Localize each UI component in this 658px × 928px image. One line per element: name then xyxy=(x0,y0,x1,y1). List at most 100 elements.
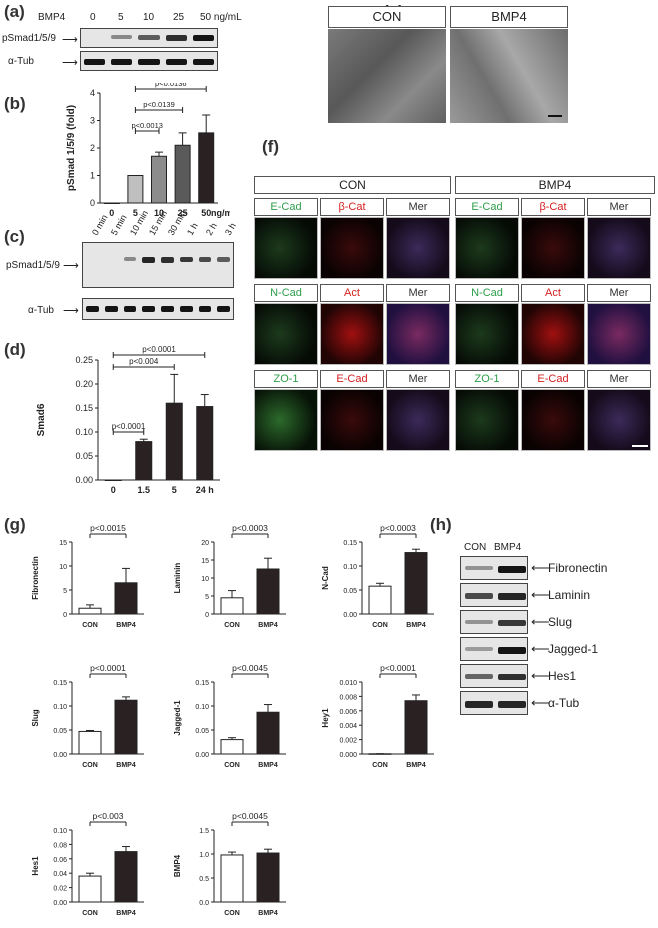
bar xyxy=(114,699,138,755)
if-channel-label: ZO-1 xyxy=(455,370,519,388)
if-channel-label: β-Cat xyxy=(521,198,585,216)
blot-band xyxy=(192,35,214,42)
bar xyxy=(78,875,102,903)
panel-h-row-label: Fibronectin xyxy=(548,561,608,575)
panel-h-blot-row xyxy=(460,664,528,688)
y-tick-label: 1.5 xyxy=(199,828,209,835)
y-tick-label: 0.08 xyxy=(53,842,67,849)
y-tick-label: 0.008 xyxy=(339,694,357,701)
if-channel-label: Mer xyxy=(386,370,450,388)
if-channel-label: N-Cad xyxy=(254,284,318,302)
bar xyxy=(174,144,191,204)
panel-c-row-label: pSmad1/5/9 xyxy=(6,260,60,271)
x-tick-label: BMP4 xyxy=(258,762,278,769)
arrow-left-icon: ⟵ xyxy=(531,695,550,710)
x-tick-label: BMP4 xyxy=(258,910,278,917)
y-tick-label: 0.06 xyxy=(53,857,67,864)
blot-band xyxy=(179,306,193,312)
p-value-label: p<0.003 xyxy=(93,811,124,821)
blot-band xyxy=(465,674,493,680)
x-tick-label: CON xyxy=(372,622,388,629)
arrow-left-icon: ⟵ xyxy=(531,560,550,575)
panel-label-c: (c) xyxy=(4,227,25,246)
blot-band xyxy=(217,306,230,312)
x-tick-label: BMP4 xyxy=(406,622,426,629)
if-channel-label: Mer xyxy=(587,198,651,216)
y-axis-label: Hes1 xyxy=(31,856,40,876)
bar xyxy=(114,851,138,903)
y-tick-label: 10 xyxy=(201,576,209,583)
panel-h-col-label: CON xyxy=(464,542,487,553)
blot-band xyxy=(465,647,493,651)
arrow-right-icon: ⟶ xyxy=(62,57,78,69)
bar xyxy=(196,406,214,481)
p-value-label: p<0.0139 xyxy=(143,100,175,109)
y-tick-label: 0.05 xyxy=(53,728,67,735)
if-micrograph xyxy=(521,389,585,451)
bar xyxy=(220,597,244,615)
y-tick-label: 0.10 xyxy=(195,704,209,711)
y-tick-label: 0.002 xyxy=(339,738,357,745)
if-channel-label: Act xyxy=(521,284,585,302)
y-tick-label: 0.04 xyxy=(53,871,67,878)
if-micrograph xyxy=(320,389,384,451)
p-value-label: p<0.0001 xyxy=(112,422,146,431)
panel-a-dose-label: 50 ng/mL xyxy=(200,12,242,23)
bar xyxy=(404,552,428,615)
panel-a-row-label: pSmad1/5/9 xyxy=(2,33,56,44)
y-tick-label: 5 xyxy=(63,588,67,595)
bar xyxy=(78,730,102,755)
if-micrograph xyxy=(386,389,450,451)
y-tick-label: 0.15 xyxy=(343,540,357,547)
y-tick-label: 0.10 xyxy=(53,828,67,835)
y-tick-label: 0.15 xyxy=(53,680,67,687)
arrow-left-icon: ⟵ xyxy=(531,587,550,602)
x-tick-label: 25 xyxy=(178,208,188,218)
p-value-label: p<0.004 xyxy=(129,357,159,366)
p-value-label: p<0.0003 xyxy=(232,523,268,533)
y-axis-label: Jagged-1 xyxy=(173,700,182,736)
y-tick-label: 3 xyxy=(90,116,95,126)
if-micrograph xyxy=(254,217,318,279)
panel-g-chart-jagged-1: 0.00 0.05 0.10 0.15 Jagged-1 CON BMP4 p<0.0045 xyxy=(173,663,286,769)
panel-g-chart-slug: 0.00 0.05 0.10 0.15 Slug CON BMP4 p<0.0001 xyxy=(31,663,144,769)
blot-band xyxy=(498,593,526,600)
blot-band xyxy=(161,306,174,312)
panel-g-chart-fibronectin: 0 5 10 15 Fibronectin CON BMP4 p<0.0015 xyxy=(31,523,144,629)
blot-band xyxy=(165,58,187,65)
x-tick-label: BMP4 xyxy=(258,622,278,629)
y-tick-label: 0.00 xyxy=(195,752,209,759)
panel-h-row-label: Laminin xyxy=(548,588,591,602)
x-tick-label: CON xyxy=(224,622,240,629)
y-tick-label: 4 xyxy=(90,88,95,98)
if-channel-label: Mer xyxy=(587,284,651,302)
panel-a-dose-label: 5 xyxy=(118,12,124,23)
y-tick-label: 0.004 xyxy=(339,723,357,730)
bar xyxy=(404,700,428,755)
y-tick-label: 0.00 xyxy=(75,475,93,485)
if-channel-label: β-Cat xyxy=(320,198,384,216)
bar xyxy=(103,202,120,204)
y-tick-label: 0.15 xyxy=(195,680,209,687)
bar xyxy=(198,132,215,204)
if-micrograph xyxy=(254,303,318,365)
panel-label-g: (g) xyxy=(4,515,26,534)
panel-label-b: (b) xyxy=(4,94,26,113)
panel-label-f: (f) xyxy=(262,137,279,156)
blot-band xyxy=(138,35,160,41)
if-channel-label: E-Cad xyxy=(320,370,384,388)
y-tick-label: 0.006 xyxy=(339,709,357,716)
scale-bar xyxy=(548,115,562,117)
y-axis-label: Hey1 xyxy=(321,708,330,728)
y-tick-label: 0.00 xyxy=(53,900,67,907)
blot-band xyxy=(165,35,187,41)
y-axis-label: pSmad 1/5/9 (fold) xyxy=(66,105,77,191)
blot-band xyxy=(104,306,118,312)
x-tick-label: 10 xyxy=(154,208,164,218)
if-channel-label: Mer xyxy=(587,370,651,388)
blot-band xyxy=(111,35,133,40)
con-brightfield-image xyxy=(328,29,446,123)
y-tick-label: 0.10 xyxy=(75,427,93,437)
if-channel-label: Mer xyxy=(386,284,450,302)
